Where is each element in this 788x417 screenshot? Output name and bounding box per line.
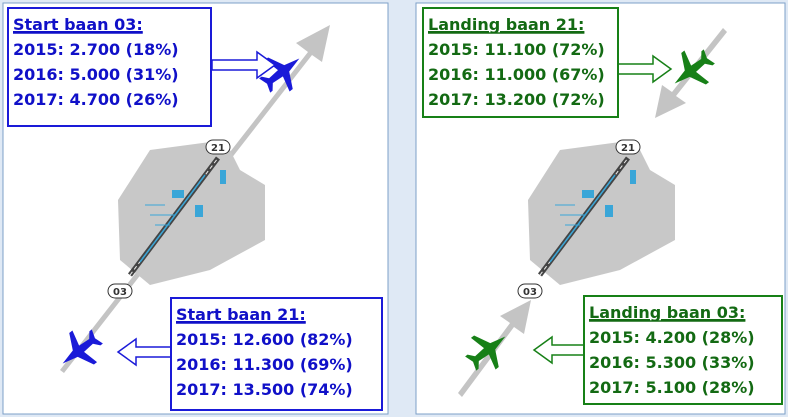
box-line: 2016: 11.300 (69%) — [176, 355, 353, 374]
box-title: Landing baan 21: — [428, 15, 584, 34]
pointer-arrow — [211, 50, 277, 80]
pointer-arrow — [116, 337, 172, 367]
runway-label: 21 — [211, 143, 225, 154]
runway-label: 03 — [523, 287, 537, 298]
runway-label: 21 — [621, 143, 635, 154]
box-title: Start baan 03: — [13, 15, 143, 34]
box-line: 2017: 4.700 (26%) — [13, 90, 179, 109]
box-line: 2015: 4.200 (28%) — [589, 328, 755, 347]
box-line: 2016: 5.000 (31%) — [13, 65, 179, 84]
box-line: 2015: 11.100 (72%) — [428, 40, 605, 59]
box-title: Landing baan 03: — [589, 303, 745, 322]
box-line: 2016: 5.300 (33%) — [589, 353, 755, 372]
info-box — [422, 7, 619, 118]
runway-label: 03 — [113, 287, 127, 298]
box-line: 2016: 11.000 (67%) — [428, 65, 605, 84]
box-line: 2015: 2.700 (18%) — [13, 40, 179, 59]
box-line: 2015: 12.600 (82%) — [176, 330, 353, 349]
box-title: Start baan 21: — [176, 305, 306, 324]
box-line: 2017: 13.500 (74%) — [176, 380, 353, 399]
info-box — [583, 295, 783, 405]
box-line: 2017: 13.200 (72%) — [428, 90, 605, 109]
pointer-arrow — [617, 54, 673, 84]
pointer-arrow — [532, 335, 585, 365]
info-box — [7, 7, 212, 127]
info-box — [170, 297, 383, 411]
box-line: 2017: 5.100 (28%) — [589, 378, 755, 397]
